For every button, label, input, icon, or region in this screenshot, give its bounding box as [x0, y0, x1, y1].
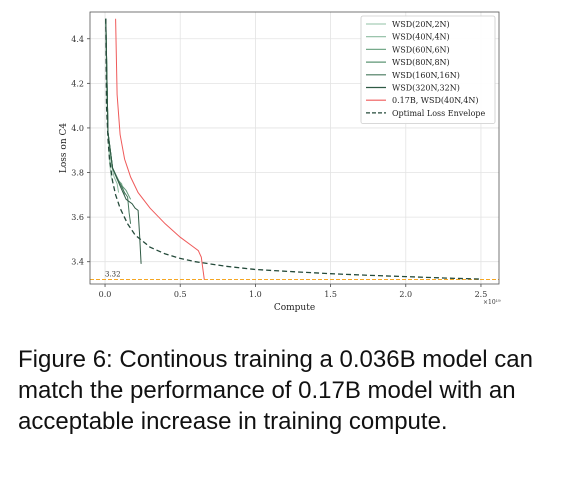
x-tick-label: 2.0 — [399, 290, 412, 299]
legend-entry: WSD(80N,8N) — [392, 58, 450, 67]
axes — [87, 11, 500, 287]
x-tick-label: 1.0 — [249, 290, 262, 299]
line-chart: 0.0 0.5 1.0 1.5 2.0 2.5 3.4 3.6 3.8 4.0 4.2 4.4 Com… — [59, 11, 501, 313]
series-line — [105, 18, 482, 280]
y-tick-label: 4.4 — [71, 35, 84, 44]
legend-entry: WSD(40N,4N) — [392, 33, 450, 42]
x-axis-scale-label: ×10¹⁹ — [483, 299, 501, 306]
x-tick-label: 1.5 — [324, 290, 337, 299]
series-line — [105, 18, 142, 264]
series-line — [105, 18, 126, 195]
legend-entry: WSD(20N,2N) — [392, 20, 450, 29]
legend-entry: Optimal Loss Envelope — [392, 109, 486, 118]
legend-entry: WSD(60N,6N) — [392, 45, 450, 54]
series-lines — [105, 18, 482, 280]
plot-frame — [89, 11, 500, 285]
legend-box — [360, 15, 496, 124]
chart-figure: 0.0 0.5 1.0 1.5 2.0 2.5 3.4 3.6 3.8 4.0 4.2 4.4 Com… — [59, 11, 502, 313]
y-tick-label: 3.8 — [71, 169, 84, 178]
x-tick-label: 2.5 — [475, 290, 488, 299]
y-tick-label: 3.6 — [71, 213, 84, 222]
series-line — [115, 18, 205, 280]
y-tick-label: 3.4 — [71, 258, 84, 267]
figure-caption: Figure 6: Continous training a 0.036B mo… — [18, 346, 533, 435]
y-tick-label: 4.0 — [71, 124, 84, 133]
legend-entry: WSD(320N,32N) — [392, 84, 460, 93]
y-axis-label: Loss on C4 — [59, 123, 69, 173]
tick-labels: 0.0 0.5 1.0 1.5 2.0 2.5 3.4 3.6 3.8 4.0 4.2 4.4 — [71, 35, 487, 299]
y-tick-label: 4.2 — [71, 79, 84, 88]
legend-entry: WSD(160N,16N) — [392, 71, 460, 80]
x-tick-label: 0.0 — [99, 290, 112, 299]
x-tick-label: 0.5 — [174, 290, 187, 299]
legend-entry: 0.17B, WSD(40N,4N) — [392, 96, 478, 105]
reference-line-label: 3.32 — [105, 271, 121, 279]
x-axis-label: Compute — [274, 303, 315, 313]
legend: WSD(20N,2N) WSD(40N,4N) WSD(60N,6N) WSD(80N… — [360, 15, 496, 124]
